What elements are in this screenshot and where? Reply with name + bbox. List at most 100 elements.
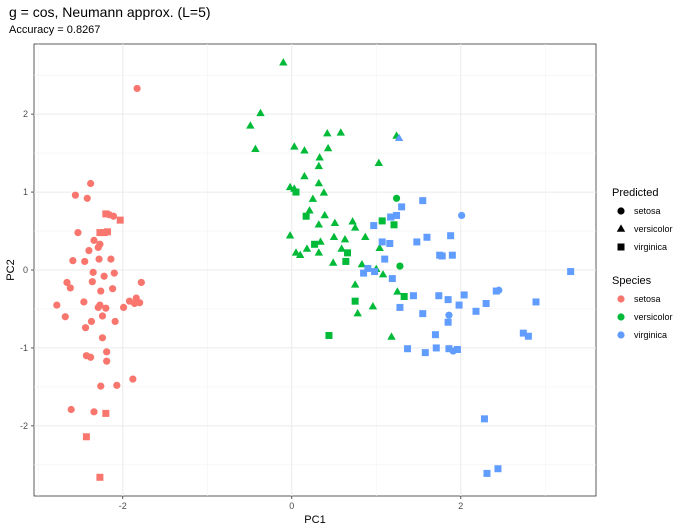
point-setosa-predicted-virginica: [116, 216, 124, 224]
point-versicolor-predicted-versicolor: [392, 194, 401, 202]
point-virginica-predicted-virginica: [460, 291, 468, 299]
point-setosa-predicted-setosa: [95, 255, 103, 263]
point-virginica-predicted-virginica: [386, 240, 394, 248]
point-versicolor-predicted-versicolor: [314, 220, 324, 228]
point-setosa-predicted-setosa: [63, 278, 71, 287]
point-virginica-predicted-virginica: [378, 238, 386, 246]
point-virginica-predicted-virginica: [455, 301, 463, 309]
point-setosa-predicted-setosa: [136, 299, 144, 307]
legend-label-versicolor: versicolor: [634, 224, 673, 234]
point-virginica-predicted-virginica: [396, 303, 404, 311]
point-setosa-predicted-setosa: [97, 287, 105, 295]
point-versicolor-predicted-versicolor: [337, 244, 346, 252]
point-versicolor-predicted-versicolor: [291, 248, 301, 256]
point-setosa-predicted-setosa: [90, 236, 98, 244]
x-tick-label: -2: [119, 501, 127, 511]
legend-key-virginica: [617, 243, 625, 251]
point-setosa-predicted-setosa: [88, 278, 96, 286]
point-setosa-predicted-setosa: [81, 257, 89, 266]
point-virginica-predicted-virginica: [453, 345, 461, 353]
point-virginica-predicted-versicolor: [386, 213, 395, 221]
point-setosa-predicted-virginica: [96, 229, 104, 237]
point-setosa-predicted-setosa: [98, 334, 107, 342]
point-versicolor-predicted-versicolor: [323, 129, 332, 137]
point-virginica-predicted-versicolor: [394, 133, 404, 142]
point-virginica-predicted-virginica: [449, 347, 457, 355]
point-setosa-predicted-virginica: [100, 229, 108, 237]
point-versicolor-predicted-versicolor: [319, 188, 329, 196]
point-virginica-predicted-virginica: [435, 292, 443, 300]
point-virginica-predicted-virginica: [480, 415, 488, 423]
point-setosa-predicted-setosa: [103, 348, 111, 356]
point-virginica-predicted-virginica: [483, 469, 491, 477]
point-versicolor-predicted-virginica: [351, 297, 359, 305]
point-setosa-predicted-setosa: [83, 194, 91, 202]
point-versicolor-predicted-versicolor: [387, 332, 396, 340]
point-versicolor-predicted-versicolor: [357, 259, 367, 268]
point-virginica-predicted-virginica: [419, 197, 427, 205]
point-versicolor-predicted-versicolor: [285, 231, 295, 239]
point-virginica-predicted-virginica: [482, 300, 490, 308]
point-setosa-predicted-setosa: [107, 255, 115, 263]
point-virginica-predicted-virginica: [494, 465, 502, 473]
legend-key-virginica: [617, 331, 625, 339]
point-setosa-predicted-setosa: [87, 179, 95, 188]
point-setosa-predicted-setosa: [102, 304, 110, 312]
point-virginica-predicted-virginica: [472, 307, 480, 315]
point-versicolor-predicted-versicolor: [246, 121, 255, 129]
point-versicolor-predicted-versicolor: [323, 143, 333, 152]
point-versicolor-predicted-versicolor: [300, 146, 309, 154]
point-virginica-predicted-virginica: [431, 331, 439, 339]
point-setosa-predicted-setosa: [74, 228, 82, 237]
legend-title: Predicted: [612, 187, 658, 199]
point-versicolor-predicted-versicolor: [251, 144, 260, 152]
point-setosa-predicted-setosa: [98, 312, 107, 320]
point-versicolor-predicted-virginica: [302, 212, 310, 220]
legend-key-versicolor: [617, 313, 625, 321]
point-versicolor-predicted-virginica: [378, 217, 386, 225]
point-virginica-predicted-virginica: [438, 252, 446, 260]
chart-title: g = cos, Neumann approx. (L=5): [9, 4, 211, 20]
point-virginica-predicted-virginica: [532, 298, 540, 306]
point-versicolor-predicted-versicolor: [378, 270, 388, 278]
legend-label-setosa: setosa: [634, 294, 661, 304]
point-versicolor-predicted-versicolor: [368, 302, 378, 310]
point-virginica-predicted-virginica: [448, 251, 456, 259]
point-setosa-predicted-virginica: [82, 433, 90, 441]
point-versicolor-predicted-versicolor: [320, 210, 329, 219]
point-virginica-predicted-virginica: [495, 286, 503, 294]
point-versicolor-predicted-versicolor: [348, 217, 357, 225]
point-versicolor-predicted-virginica: [342, 257, 350, 265]
point-setosa-predicted-setosa: [108, 285, 117, 293]
point-setosa-predicted-setosa: [85, 246, 93, 255]
legend-label-virginica: virginica: [634, 330, 667, 340]
point-setosa-predicted-setosa: [110, 269, 118, 277]
point-setosa-predicted-setosa: [103, 357, 111, 365]
chart-subtitle: Accuracy = 0.8267: [9, 24, 101, 36]
point-versicolor-predicted-versicolor: [353, 309, 362, 317]
legend: Predicted setosa versicolor virginica Specie…: [612, 187, 673, 340]
axis-ticks: -2 0 2 -2 -1 0 1 2: [20, 109, 463, 511]
x-tick-label: 2: [458, 501, 463, 511]
data-points: [53, 58, 575, 481]
point-setosa-predicted-setosa: [100, 272, 108, 280]
point-setosa-predicted-setosa: [66, 284, 74, 292]
point-versicolor-predicted-versicolor: [329, 232, 339, 241]
y-tick-label: -1: [20, 343, 28, 353]
point-versicolor-predicted-virginica: [311, 240, 319, 248]
point-versicolor-predicted-versicolor: [314, 248, 324, 256]
point-setosa-predicted-setosa: [90, 408, 98, 416]
point-virginica-predicted-virginica: [370, 222, 378, 230]
point-setosa-predicted-setosa: [133, 84, 141, 93]
point-virginica-predicted-virginica: [404, 345, 412, 353]
point-versicolor-predicted-versicolor: [302, 244, 312, 252]
legend-title: Species: [612, 275, 652, 287]
legend-label-setosa: setosa: [634, 206, 661, 216]
point-versicolor-predicted-versicolor: [350, 223, 360, 231]
legend-label-virginica: virginica: [634, 242, 667, 252]
point-setosa-predicted-setosa: [80, 298, 88, 306]
point-virginica-predicted-virginica: [519, 329, 527, 337]
y-tick-label: 1: [23, 187, 28, 197]
point-virginica-predicted-virginica: [445, 311, 453, 319]
